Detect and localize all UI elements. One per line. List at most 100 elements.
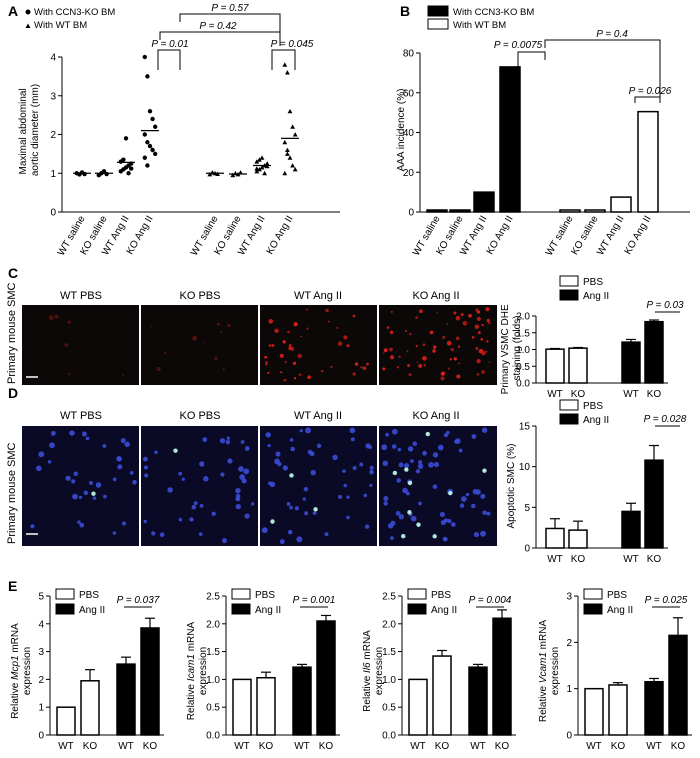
dhe-dot	[480, 338, 484, 341]
nucleus-dot	[121, 521, 126, 526]
dhe-dot	[468, 313, 472, 318]
legend-c-pbs-box	[559, 275, 579, 287]
b-bar	[584, 209, 606, 213]
a-data-point	[285, 151, 290, 156]
a-data-point	[145, 163, 150, 168]
tunel-dot	[407, 510, 412, 515]
dhe-dot	[268, 344, 272, 347]
a-data-point	[259, 165, 265, 170]
ylabel-gene: Vcam1	[538, 652, 549, 683]
nucleus-dot	[305, 427, 312, 434]
nucleus-dot	[50, 430, 56, 436]
nucleus-dot	[251, 502, 255, 506]
nucleus-dot	[65, 475, 71, 481]
c-x-tick-label: WT	[623, 389, 639, 400]
legend-d-ang-box	[559, 413, 579, 425]
dhe-dot	[271, 344, 275, 347]
nucleus-dot	[395, 511, 401, 516]
dhe-dot	[336, 326, 339, 329]
e4-x-tick-label: KO	[671, 741, 686, 752]
panel-letter-d: D	[8, 385, 19, 401]
nucleus-dot	[132, 479, 137, 485]
nucleus-dot	[443, 537, 448, 542]
legend-b-ko-bm: With CCN3-KO BM	[453, 7, 534, 18]
a-data-point	[290, 124, 295, 129]
e3-y-axis-label: Relative Il6 mRNAexpression	[362, 630, 385, 712]
nucleus-dot	[85, 436, 90, 441]
dhe-dot	[446, 340, 452, 346]
legend-c-ang-box	[559, 289, 579, 301]
a-data-point	[150, 116, 155, 122]
e1-y-axis-label: Relative Mcp1 mRNAexpression	[10, 623, 33, 719]
nucleus-dot	[480, 493, 486, 499]
nucleus-dot	[391, 444, 397, 449]
d-bar	[568, 529, 588, 549]
nucleus-dot	[142, 456, 148, 462]
bracket-p001	[157, 49, 181, 70]
dhe-dot	[408, 373, 412, 377]
dhe-dot	[488, 321, 491, 325]
nucleus-dot	[199, 461, 205, 467]
dhe-dot	[440, 376, 445, 381]
a-data-point	[147, 143, 153, 149]
chart-c: PBS Ang II Primary VSMC DHE staining (fo…	[500, 275, 684, 400]
nucleus-dot	[221, 538, 228, 544]
nucleus-dot	[235, 503, 241, 510]
nucleus-dot	[287, 529, 293, 535]
nucleus-dot	[402, 487, 408, 494]
e1-y-tick-label: 2	[38, 675, 44, 686]
nucleus-dot	[81, 431, 87, 437]
dhe-dot	[477, 331, 481, 335]
dhe-dot	[54, 314, 59, 319]
a-data-point	[121, 157, 126, 162]
nucleus-dot	[473, 532, 479, 538]
e3-x-tick-label: KO	[435, 741, 450, 752]
legend-pbs: PBS	[255, 590, 275, 601]
dhe-dot	[481, 351, 486, 356]
nucleus-dot	[279, 539, 285, 545]
nucleus-dot	[465, 492, 470, 497]
pvalue-d: P = 0.028	[644, 414, 687, 425]
nucleus-dot	[83, 490, 89, 496]
dhe-dot	[192, 335, 198, 341]
nucleus-dot	[38, 451, 45, 458]
d-x-tick-label: KO	[647, 554, 662, 565]
nucleus-dot	[390, 536, 394, 540]
c-bar	[545, 348, 565, 384]
dhe-dot	[398, 355, 401, 358]
nucleus-dot	[303, 487, 309, 492]
nucleus-dot	[369, 469, 374, 475]
nucleus-dot	[338, 494, 343, 499]
e1-x-tick-label: WT	[58, 741, 74, 752]
e2-bar	[232, 678, 252, 736]
e2-y-tick-label: 2.5	[206, 592, 220, 603]
nucleus-dot	[398, 462, 404, 468]
legend-a-wt-bm: With WT BM	[34, 20, 87, 31]
nucleus-dot	[482, 510, 487, 515]
a-data-point	[259, 155, 265, 160]
dhe-dot	[422, 343, 426, 347]
ylabel-prefix: Relative	[10, 680, 21, 719]
legend-ang-box	[55, 603, 75, 615]
dhe-dot	[222, 368, 225, 371]
a-data-point	[292, 132, 298, 137]
dhe-dot	[352, 314, 356, 318]
nucleus-dot	[412, 441, 418, 447]
tunel-dot	[425, 431, 431, 437]
e4-x-tick-label: WT	[586, 741, 602, 752]
b-bar	[637, 110, 659, 213]
nucleus-dot	[471, 503, 476, 509]
dhe-dot	[297, 353, 303, 359]
d-x-tick-label: WT	[623, 554, 639, 565]
legend-ang: Ang II	[79, 605, 105, 616]
nucleus-dot	[299, 429, 303, 433]
dhe-dot	[453, 357, 457, 361]
nucleus-dot	[433, 461, 440, 468]
pvalue-a-001: P = 0.01	[151, 39, 188, 50]
nucleus-dot	[189, 517, 194, 522]
legend-b: With CCN3-KO BM With WT BM	[427, 5, 534, 31]
a-data-point	[285, 147, 290, 152]
e1-y-tick-label: 5	[38, 592, 44, 603]
nucleus-dot	[219, 438, 226, 444]
dhe-dot	[474, 324, 480, 329]
